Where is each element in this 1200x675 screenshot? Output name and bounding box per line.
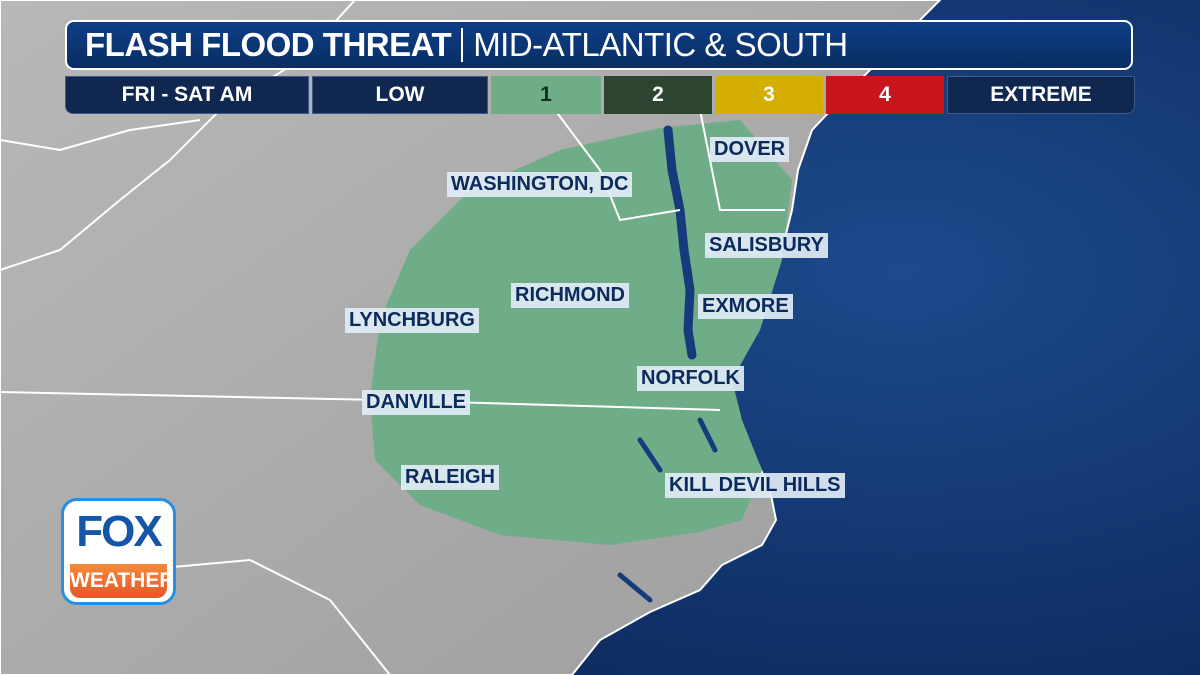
threat-area-level-1 (370, 120, 792, 545)
logo-weather-text: WEATHER (70, 564, 173, 598)
logo-fox-text: FOX (76, 507, 162, 556)
fox-weather-logo: FOX WEATHER (61, 498, 176, 605)
legend-extreme: EXTREME (947, 76, 1135, 114)
city-label-raleigh: RALEIGH (401, 465, 499, 490)
legend-level-2: 2 (604, 76, 712, 114)
city-label-dover: DOVER (710, 137, 790, 162)
city-label-salisbury: SALISBURY (705, 233, 828, 258)
title: FLASH FLOOD THREAT (85, 26, 452, 63)
legend-level-1: 1 (491, 76, 601, 114)
region-subtitle: MID-ATLANTIC & SOUTH (473, 26, 848, 63)
city-label-washington-dc: WASHINGTON, DC (447, 172, 633, 197)
title-banner: FLASH FLOOD THREAT MID-ATLANTIC & SOUTH (65, 20, 1133, 70)
city-label-norfolk: NORFOLK (637, 366, 744, 391)
city-label-kill-devil-hills: KILL DEVIL HILLS (665, 473, 845, 498)
city-label-lynchburg: LYNCHBURG (345, 308, 479, 333)
title-divider (461, 28, 464, 62)
threat-legend: FRI - SAT AM LOW 1 2 3 4 EXTREME (65, 76, 1135, 114)
legend-timeframe: FRI - SAT AM (65, 76, 309, 114)
legend-level-4: 4 (826, 76, 944, 114)
city-label-exmore: EXMORE (698, 294, 793, 319)
chesapeake-bay (617, 125, 718, 603)
legend-level-3: 3 (715, 76, 823, 114)
legend-low: LOW (312, 76, 488, 114)
city-label-richmond: RICHMOND (511, 283, 629, 308)
city-label-danville: DANVILLE (362, 390, 470, 415)
